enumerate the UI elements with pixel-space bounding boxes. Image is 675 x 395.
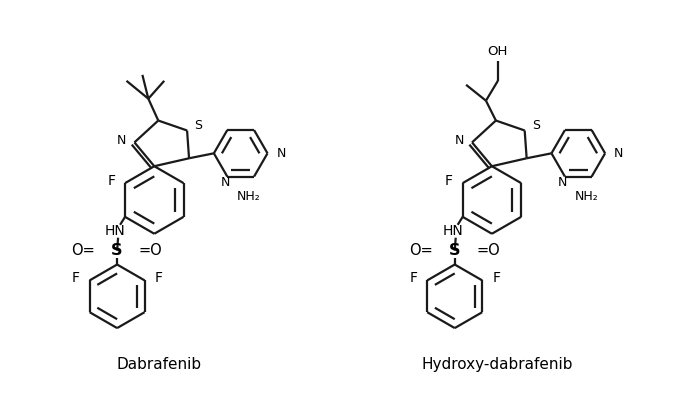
Text: F: F xyxy=(72,271,80,286)
Text: Hydroxy-dabrafenib: Hydroxy-dabrafenib xyxy=(421,357,572,372)
Text: S: S xyxy=(449,243,460,258)
Text: N: N xyxy=(221,176,230,189)
Text: F: F xyxy=(445,174,453,188)
Text: S: S xyxy=(194,119,202,132)
Text: N: N xyxy=(277,147,286,160)
Text: N: N xyxy=(455,134,464,147)
Text: N: N xyxy=(117,134,126,147)
Text: O=: O= xyxy=(409,243,433,258)
Text: HN: HN xyxy=(105,224,126,238)
Text: F: F xyxy=(107,174,115,188)
Text: N: N xyxy=(614,147,624,160)
Text: Dabrafenib: Dabrafenib xyxy=(117,357,202,372)
Text: O=: O= xyxy=(72,243,95,258)
Text: OH: OH xyxy=(487,45,508,58)
Text: =O: =O xyxy=(139,243,163,258)
Text: NH₂: NH₂ xyxy=(237,190,261,203)
Text: HN: HN xyxy=(442,224,463,238)
Text: F: F xyxy=(155,271,163,286)
Text: F: F xyxy=(409,271,417,286)
Text: =O: =O xyxy=(477,243,500,258)
Text: F: F xyxy=(492,271,500,286)
Text: S: S xyxy=(532,119,539,132)
Text: NH₂: NH₂ xyxy=(575,190,599,203)
Text: N: N xyxy=(558,176,568,189)
Text: S: S xyxy=(111,243,123,258)
